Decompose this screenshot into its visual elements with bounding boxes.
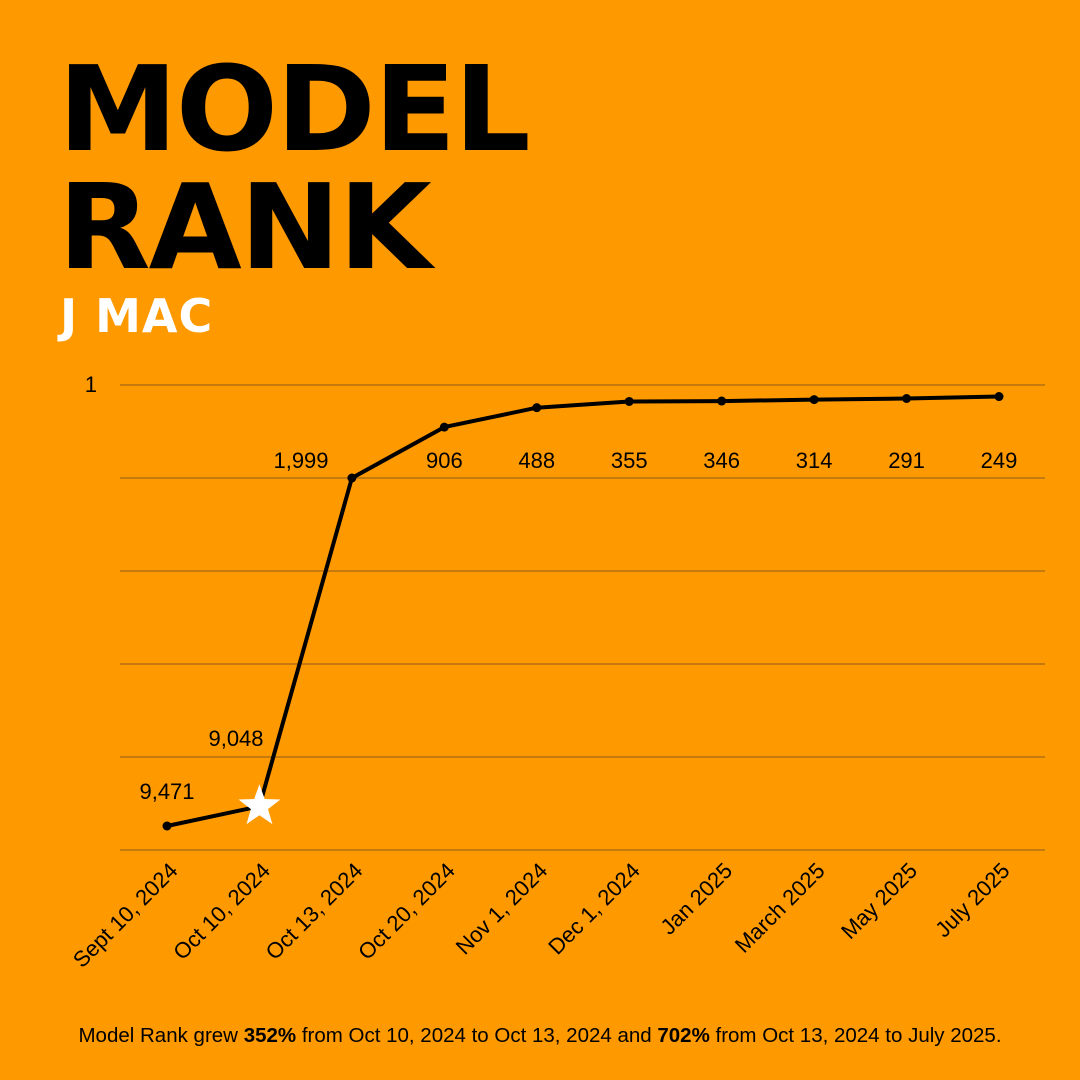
data-point (162, 821, 172, 831)
data-labels: 9,471 9,048 1,999 906 488 355 346 314 291 249 (139, 448, 1017, 804)
data-point (809, 395, 819, 405)
caption-text-1: Model Rank grew (78, 1024, 244, 1047)
data-point (717, 396, 727, 406)
x-tick-label: Nov 1, 2024 (451, 858, 553, 960)
star-marker (238, 784, 281, 825)
caption-pct-2: 702% (657, 1024, 710, 1047)
line-chart: 1 9,471 9,048 1,999 906 488 355 346 314 291 249 S… (68, 372, 1045, 973)
data-points (162, 392, 1004, 831)
x-tick-label: July 2025 (930, 858, 1014, 942)
data-label: 346 (703, 448, 740, 473)
data-label: 9,048 (208, 726, 263, 751)
x-tick-label: Oct 13, 2024 (261, 858, 368, 965)
data-label: 1,999 (273, 448, 328, 473)
data-point (994, 392, 1004, 402)
x-tick-label: Dec 1, 2024 (543, 858, 645, 960)
caption-pct-1: 352% (243, 1024, 297, 1047)
data-label: 249 (981, 448, 1018, 473)
x-tick-label: Oct 20, 2024 (353, 858, 460, 965)
title-line-1: MODEL (58, 40, 531, 178)
data-label: 9,471 (139, 779, 194, 804)
x-tick-label: Oct 10, 2024 (168, 858, 275, 965)
data-point (624, 396, 634, 406)
data-label: 488 (518, 448, 555, 473)
subtitle: J MAC (60, 289, 214, 343)
data-label: 355 (611, 448, 648, 473)
series-path (165, 394, 1001, 828)
data-label: 314 (796, 448, 833, 473)
caption-text-2: from Oct 10, 2024 to Oct 13, 2024 and (296, 1024, 658, 1047)
y-tick-label: 1 (85, 372, 97, 397)
data-point (532, 403, 542, 413)
data-point (347, 473, 357, 483)
data-label: 291 (888, 448, 925, 473)
caption: Model Rank grew 352% from Oct 10, 2024 t… (0, 1024, 1080, 1048)
x-tick-label: Jan 2025 (656, 858, 738, 940)
data-label: 906 (426, 448, 463, 473)
x-tick-label: March 2025 (730, 858, 830, 958)
data-point (439, 422, 449, 432)
caption-text-3: from Oct 13, 2024 to July 2025. (709, 1024, 1002, 1047)
series-line (165, 394, 1001, 828)
x-tick-label: Sept 10, 2024 (68, 858, 183, 973)
x-tick-label: May 2025 (836, 858, 922, 944)
y-axis-ticks: 1 (85, 372, 97, 397)
title-line-2: RANK (58, 158, 432, 296)
data-point (902, 393, 912, 403)
